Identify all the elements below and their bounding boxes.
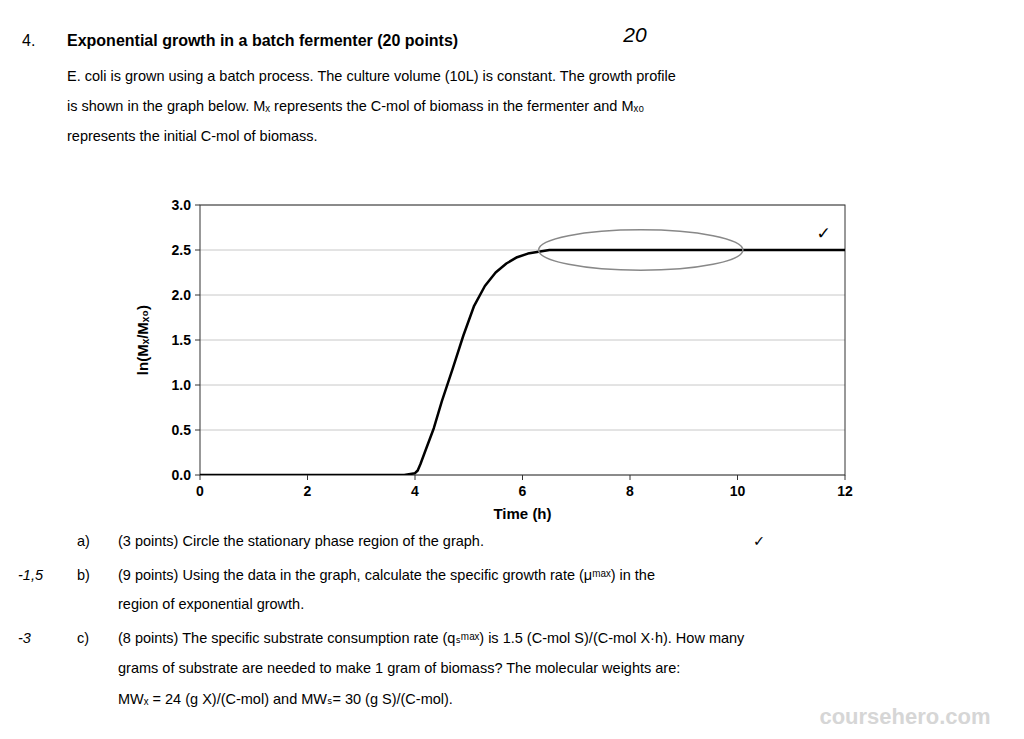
paragraph: is shown in the graph below. Mₓ represen… — [67, 98, 644, 114]
x-tick — [200, 475, 201, 480]
y-tick-label: 2.5 — [172, 242, 192, 258]
x-tick-label: 8 — [626, 483, 634, 499]
paragraph: E. coli is grown using a batch process. … — [67, 68, 676, 84]
x-tick — [415, 475, 416, 480]
x-tick — [522, 475, 523, 480]
plot-data — [200, 230, 845, 475]
grid-line — [200, 295, 845, 296]
y-tick-label: 1.5 — [172, 332, 192, 348]
question-text: (8 points) The specific substrate consum… — [118, 630, 745, 646]
x-tick — [737, 475, 738, 480]
plot-frame — [200, 205, 845, 475]
question-letter: c) — [77, 630, 89, 646]
y-tick-label: 3.0 — [172, 197, 192, 213]
watermark: coursehero.com — [819, 704, 990, 729]
question-letter: a) — [77, 533, 90, 549]
grid-line — [200, 340, 845, 341]
y-tick — [195, 475, 200, 476]
check-mark: ✓ — [816, 223, 830, 243]
question-text: (3 points) Circle the stationary phase r… — [118, 533, 484, 549]
question-letter: b) — [77, 567, 90, 583]
y-tick — [195, 295, 200, 296]
y-tick — [195, 430, 200, 431]
y-tick-label: 2.0 — [172, 287, 192, 303]
x-tick — [307, 475, 308, 480]
handwritten-score: 20 — [622, 23, 647, 46]
x-tick — [845, 475, 846, 480]
y-tick — [195, 385, 200, 386]
y-tick-label: 0.0 — [172, 467, 192, 483]
growth-curve — [200, 250, 845, 475]
stationary-phase-circle — [539, 230, 743, 271]
question-text: grams of substrate are needed to make 1 … — [118, 660, 680, 676]
question-number: 4. — [22, 32, 35, 49]
paragraph: represents the initial C-mol of biomass. — [67, 128, 318, 144]
page: 0 2 4 6 8 10 12 0.0 0.5 1.0 1.5 2.0 2.5 3.0 Time (h) ln… — [0, 0, 1024, 739]
question-text: MWₓ = 24 (g X)/(C-mol) and MWₛ= 30 (g S)… — [118, 691, 453, 707]
y-tick — [195, 340, 200, 341]
axes: 0 2 4 6 8 10 12 0.0 0.5 1.0 1.5 2.0 2.5 3.0 Time (h) ln… — [134, 197, 853, 522]
grid-line — [200, 430, 845, 431]
x-tick — [630, 475, 631, 480]
x-tick-label: 2 — [304, 483, 312, 499]
grid-line — [200, 385, 845, 386]
question-text: region of exponential growth. — [118, 596, 304, 612]
x-tick-label: 12 — [837, 483, 853, 499]
y-tick — [195, 250, 200, 251]
y-tick — [195, 205, 200, 206]
question-text: (9 points) Using the data in the graph, … — [118, 567, 655, 583]
y-tick-label: 1.0 — [172, 377, 192, 393]
x-tick-label: 6 — [519, 483, 527, 499]
x-tick-label: 10 — [730, 483, 746, 499]
y-tick-label: 0.5 — [172, 422, 192, 438]
handwritten-deduction: -1,5 — [18, 567, 44, 583]
background — [0, 0, 1024, 739]
grid — [200, 205, 845, 475]
check-mark: ✓ — [753, 533, 765, 549]
x-tick-label: 4 — [411, 483, 419, 499]
handwritten-deduction: -3 — [18, 630, 31, 646]
title: Exponential growth in a batch fermenter … — [67, 32, 458, 49]
y-axis-label: ln(Mₓ/Mₓ₀) — [134, 305, 151, 375]
x-tick-label: 0 — [196, 483, 204, 499]
x-axis-label: Time (h) — [493, 505, 551, 522]
